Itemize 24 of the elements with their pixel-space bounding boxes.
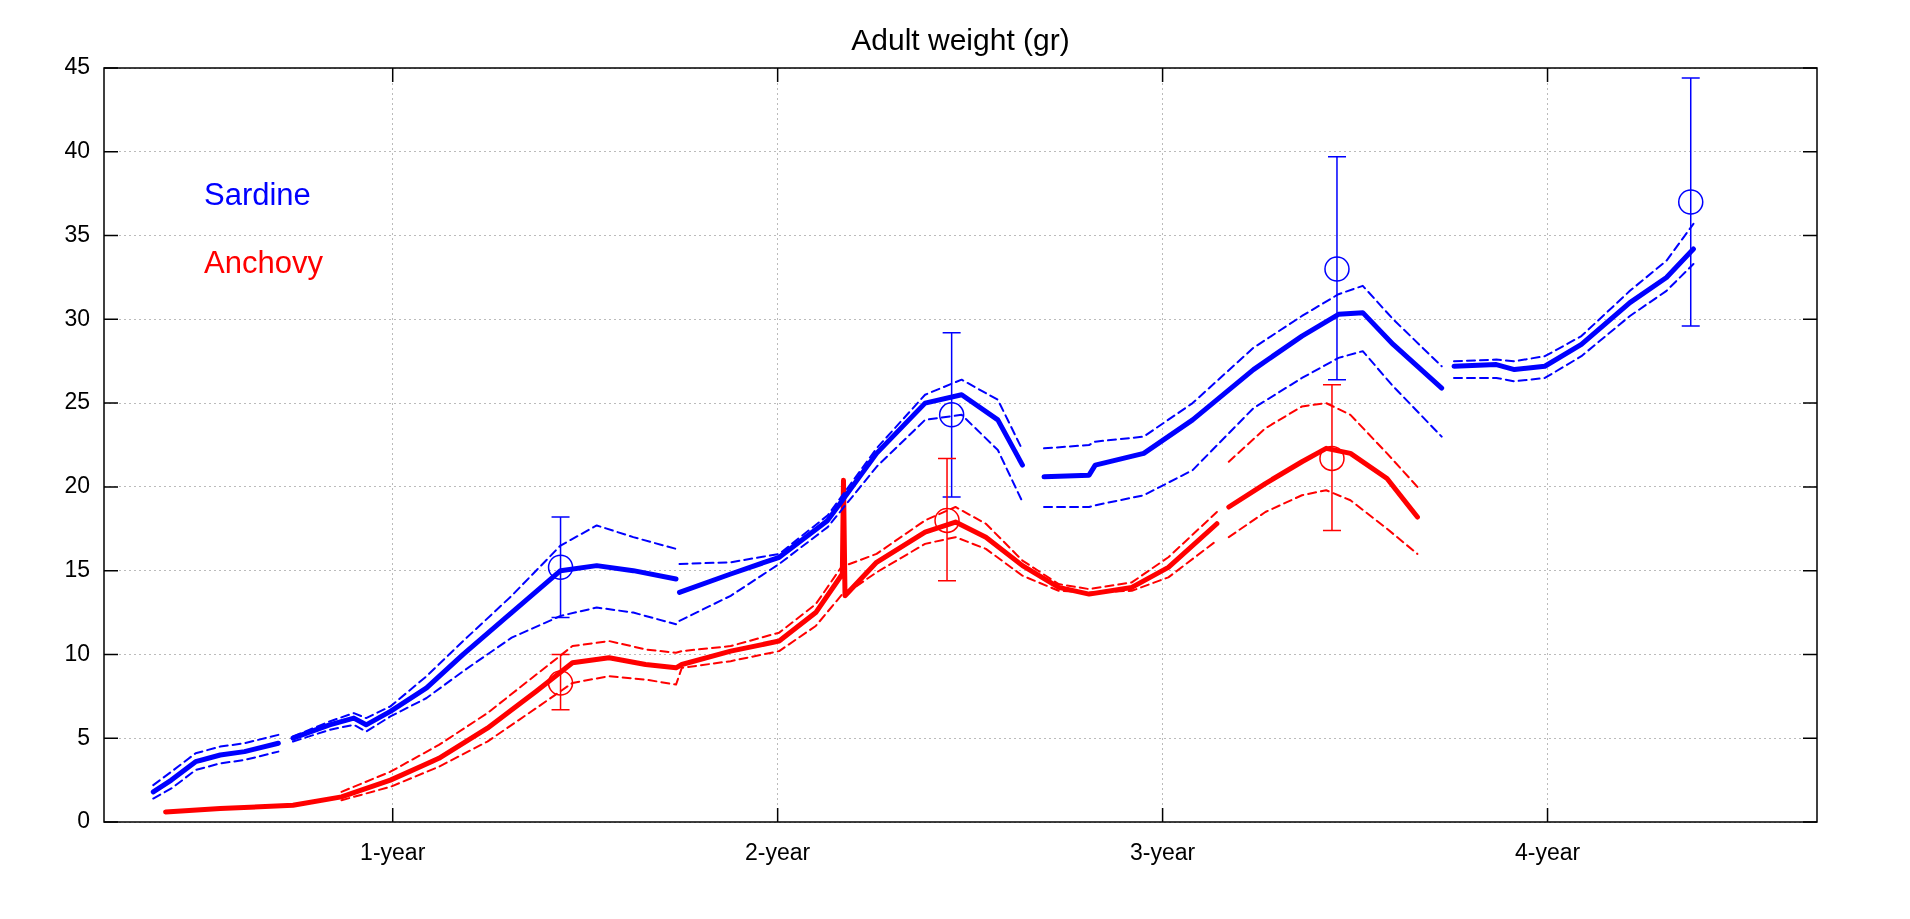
x-tick-label: 4-year (1514, 839, 1581, 866)
x-tick-label: 3-year (1129, 839, 1196, 866)
y-tick-label: 30 (64, 304, 90, 331)
point (547, 670, 574, 696)
chart-title: Adult weight (gr) (851, 23, 1070, 56)
point (1677, 189, 1704, 215)
y-tick-label: 15 (64, 556, 90, 583)
x-tick-label: 2-year (745, 839, 811, 866)
y-tick-label: 40 (64, 137, 90, 164)
text: Sardine (204, 176, 311, 212)
y-tick-label: 25 (64, 388, 90, 415)
y-tick-label: 5 (77, 723, 90, 750)
y-tick-label: 10 (64, 639, 90, 666)
point (1319, 445, 1345, 472)
y-tick-label: 35 (64, 220, 90, 247)
y-tick-label: 20 (64, 472, 90, 499)
x-tick-label: 1-year (360, 839, 426, 866)
point (938, 402, 965, 428)
y-tick-label: 45 (64, 53, 90, 80)
point (1324, 256, 1350, 282)
point (934, 507, 960, 534)
y-tick-label: 0 (77, 807, 90, 834)
text: Anchovy (204, 244, 324, 280)
point (547, 554, 574, 581)
